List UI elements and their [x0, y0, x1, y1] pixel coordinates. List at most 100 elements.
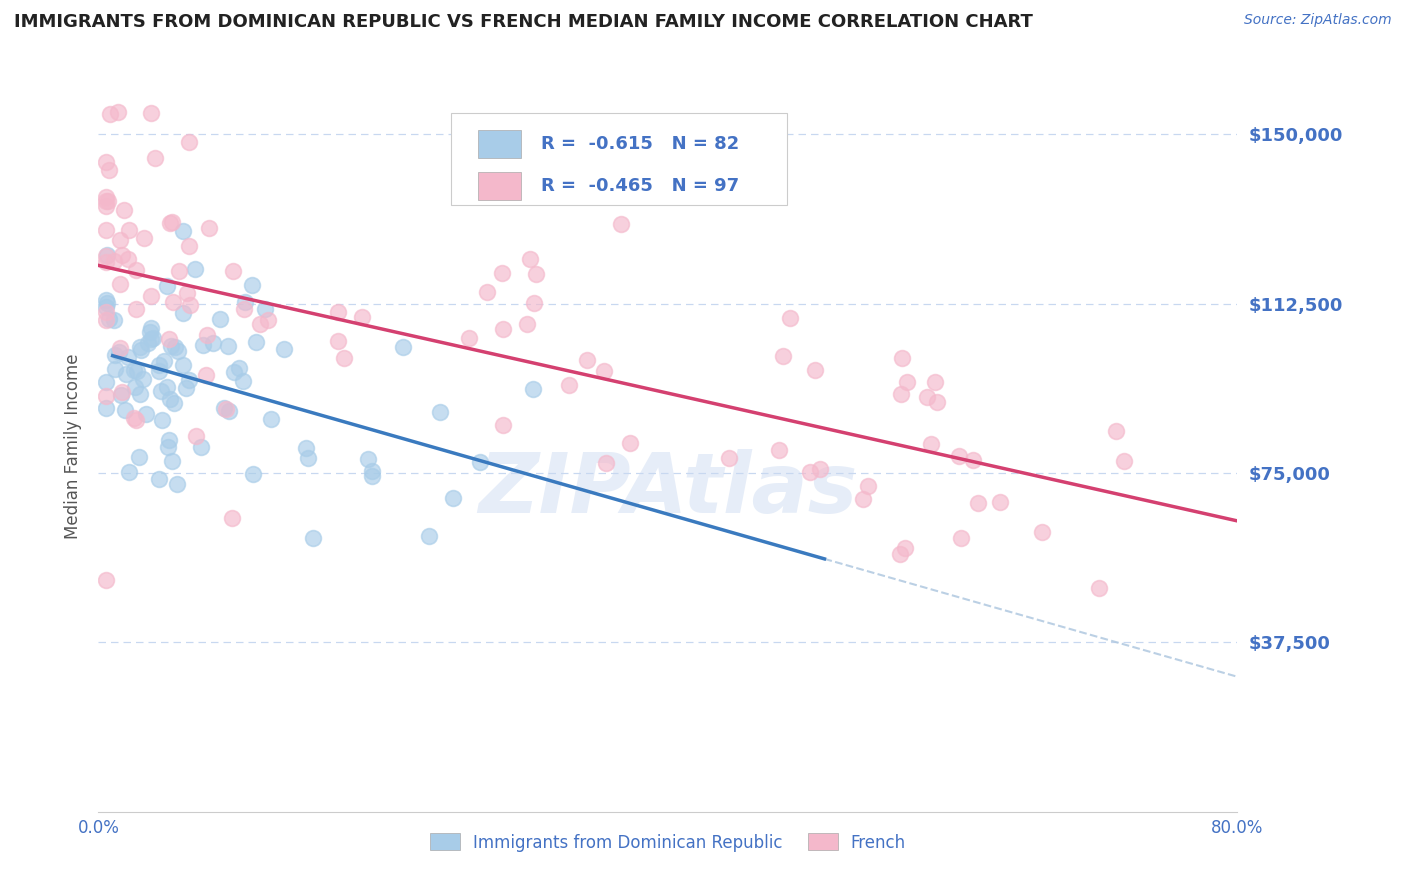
Point — [920, 437, 942, 451]
Point — [768, 442, 790, 457]
Point — [94, 375, 117, 389]
Text: ZIPAtlas: ZIPAtlas — [478, 450, 858, 531]
Point — [159, 216, 181, 230]
Point — [1031, 525, 1053, 540]
Point — [619, 436, 641, 450]
Point — [94, 313, 117, 327]
Point — [94, 254, 117, 268]
Point — [136, 336, 159, 351]
Point — [139, 320, 162, 334]
Point — [156, 279, 179, 293]
Point — [166, 343, 188, 358]
Point — [148, 472, 170, 486]
Point — [177, 136, 200, 150]
Point — [117, 350, 139, 364]
Point — [118, 465, 141, 479]
Point — [159, 333, 181, 347]
Point — [145, 151, 167, 165]
Point — [110, 233, 132, 247]
Point — [418, 529, 440, 543]
Point — [257, 313, 280, 327]
Point — [162, 295, 184, 310]
Point — [94, 249, 117, 263]
Point — [94, 194, 117, 208]
Point — [524, 267, 547, 281]
Point — [150, 413, 173, 427]
Point — [804, 363, 827, 377]
Point — [97, 194, 120, 208]
Legend: Immigrants from Dominican Republic, French: Immigrants from Dominican Republic, Fren… — [423, 827, 912, 858]
Point — [111, 248, 134, 262]
Point — [491, 266, 513, 280]
Point — [103, 313, 125, 327]
Point — [852, 491, 875, 506]
Point — [779, 310, 801, 325]
Point — [172, 224, 194, 238]
Point — [172, 358, 194, 372]
Point — [273, 342, 295, 356]
Text: Source: ZipAtlas.com: Source: ZipAtlas.com — [1244, 13, 1392, 28]
FancyBboxPatch shape — [451, 113, 787, 204]
Point — [232, 374, 254, 388]
Point — [148, 364, 170, 378]
Point — [122, 411, 145, 425]
Point — [117, 252, 139, 267]
Point — [297, 451, 319, 466]
FancyBboxPatch shape — [478, 172, 522, 200]
Point — [361, 464, 384, 478]
Point — [593, 364, 616, 378]
Point — [165, 340, 187, 354]
Point — [215, 402, 238, 417]
Point — [103, 253, 125, 268]
Point — [172, 305, 194, 319]
Point — [894, 541, 917, 555]
Point — [148, 358, 170, 372]
Point — [111, 384, 134, 399]
Point — [156, 379, 179, 393]
Point — [94, 573, 117, 587]
Point — [927, 395, 949, 409]
Point — [94, 199, 117, 213]
Point — [988, 495, 1011, 509]
Point — [177, 239, 200, 253]
Point — [491, 322, 513, 336]
Point — [799, 465, 821, 479]
Point — [124, 263, 146, 277]
Point — [1105, 424, 1128, 438]
Point — [949, 531, 972, 545]
Point — [333, 351, 356, 366]
Point — [392, 340, 415, 354]
Point — [357, 452, 380, 467]
Point — [441, 491, 464, 505]
Y-axis label: Median Family Income: Median Family Income — [65, 353, 83, 539]
Point — [94, 154, 117, 169]
Point — [350, 310, 373, 325]
Point — [429, 405, 451, 419]
Point — [201, 335, 224, 350]
Point — [457, 331, 479, 345]
Point — [110, 388, 132, 402]
Point — [477, 285, 499, 299]
FancyBboxPatch shape — [478, 130, 522, 158]
Point — [896, 375, 918, 389]
Point — [890, 351, 912, 365]
Point — [772, 349, 794, 363]
Point — [98, 107, 121, 121]
Point — [118, 223, 141, 237]
Point — [948, 450, 970, 464]
Point — [195, 328, 218, 343]
Point — [108, 345, 131, 359]
Point — [160, 339, 183, 353]
Point — [962, 453, 984, 467]
Point — [294, 442, 316, 456]
Point — [228, 361, 250, 376]
Point — [254, 302, 277, 317]
Point — [122, 363, 145, 377]
Point — [190, 440, 212, 454]
Point — [129, 340, 152, 354]
Point — [162, 454, 184, 468]
Text: R =  -0.465   N = 97: R = -0.465 N = 97 — [541, 177, 740, 194]
Point — [129, 386, 152, 401]
Point — [108, 277, 131, 291]
Point — [522, 383, 544, 397]
